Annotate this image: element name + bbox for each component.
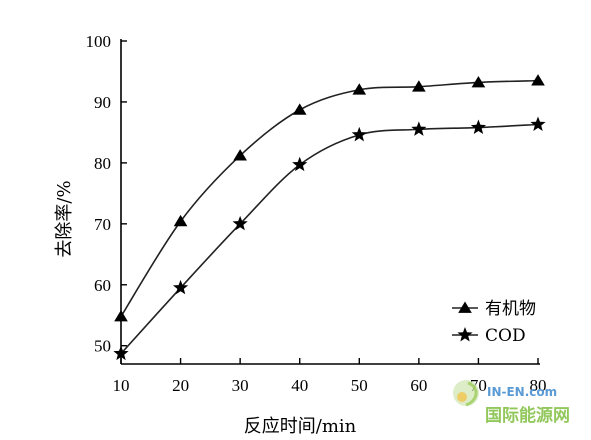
y-tick-label: 80 [94,154,111,173]
in-en-logo-icon [453,380,479,407]
data-point-star [411,121,427,136]
data-point-triangle [292,103,307,115]
series-lines [120,79,539,355]
legend-marker-triangle [458,301,472,313]
data-point-star [172,279,189,295]
axes [120,39,540,365]
legend-label: 有机物 [485,299,536,319]
watermark-logo-text: IN-EN.com [487,385,557,399]
x-axis-title: 反应时间/min [244,416,357,437]
y-tick-label: 50 [94,337,111,356]
legend: 有机物 COD [452,299,536,346]
series-markers [113,74,546,361]
data-point-triangle [352,83,367,95]
data-point-star [292,156,308,172]
x-tick-label: 30 [232,376,249,395]
x-tick-label: 20 [172,376,189,395]
data-point-triangle [412,80,426,92]
series-line-0 [120,79,539,317]
x-tick-label: 50 [351,376,368,395]
legend-marker-star [457,327,473,342]
legend-label: COD [485,326,526,346]
data-point-triangle [531,74,545,86]
y-axis-ticks: 50 60 70 80 90 100 [86,32,127,356]
data-point-star [530,116,546,131]
y-tick-label: 70 [94,215,111,234]
data-point-triangle [233,149,247,161]
x-tick-label: 10 [113,376,130,395]
x-tick-label: 80 [530,376,547,395]
data-point-star [232,215,248,231]
data-point-triangle [173,214,188,227]
series-line-1 [120,123,539,355]
data-point-star [351,126,367,142]
data-point-triangle [471,75,486,88]
data-point-star [470,119,487,135]
y-tick-label: 100 [86,32,112,51]
data-point-star [113,345,129,361]
x-tick-label: 60 [410,376,427,395]
y-tick-label: 90 [94,93,111,112]
watermark: IN-EN.com 国际能源网 [453,380,570,426]
watermark-brand-text: 国际能源网 [485,405,570,426]
y-axis-title: 去除率/% [54,180,75,257]
x-tick-label: 40 [291,376,308,395]
y-tick-label: 60 [94,276,111,295]
data-point-triangle [114,309,128,322]
